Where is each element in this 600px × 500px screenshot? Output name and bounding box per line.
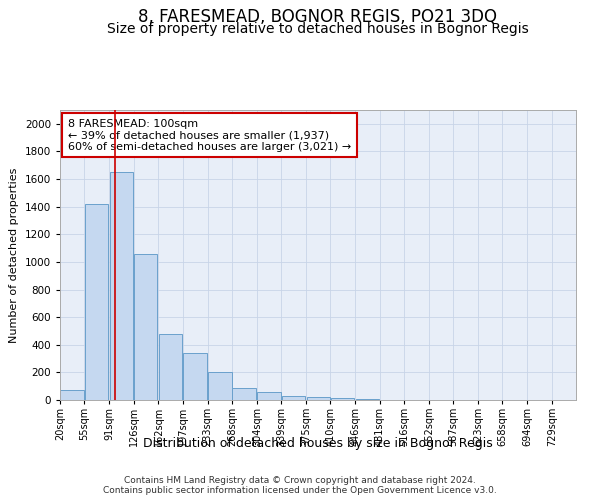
- Text: Size of property relative to detached houses in Bognor Regis: Size of property relative to detached ho…: [107, 22, 529, 36]
- Bar: [85, 204, 108, 400]
- Bar: [183, 353, 206, 400]
- Bar: [61, 390, 84, 400]
- Bar: [281, 396, 305, 400]
- Text: 8, FARESMEAD, BOGNOR REGIS, PO21 3DQ: 8, FARESMEAD, BOGNOR REGIS, PO21 3DQ: [139, 8, 497, 26]
- Text: Contains HM Land Registry data © Crown copyright and database right 2024.
Contai: Contains HM Land Registry data © Crown c…: [103, 476, 497, 495]
- Text: Distribution of detached houses by size in Bognor Regis: Distribution of detached houses by size …: [143, 438, 493, 450]
- Bar: [134, 254, 157, 400]
- Bar: [331, 398, 355, 400]
- Bar: [232, 388, 256, 400]
- Bar: [110, 172, 133, 400]
- Bar: [307, 397, 330, 400]
- Bar: [257, 392, 281, 400]
- Y-axis label: Number of detached properties: Number of detached properties: [9, 168, 19, 342]
- Bar: [356, 399, 379, 400]
- Text: 8 FARESMEAD: 100sqm
← 39% of detached houses are smaller (1,937)
60% of semi-det: 8 FARESMEAD: 100sqm ← 39% of detached ho…: [68, 118, 351, 152]
- Bar: [208, 372, 232, 400]
- Bar: [159, 334, 182, 400]
